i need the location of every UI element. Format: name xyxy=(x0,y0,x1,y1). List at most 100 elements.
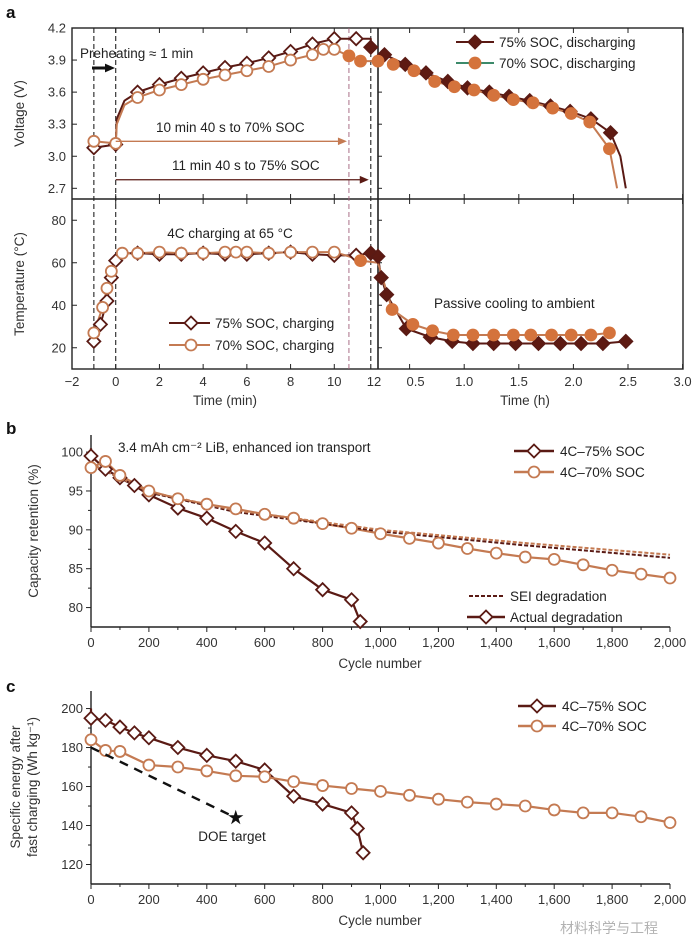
legend-label: 4C–70% SOC xyxy=(560,465,645,480)
ytick-label: 180 xyxy=(61,740,83,755)
ytick-label: 85 xyxy=(69,561,83,576)
legend-label: 75% SOC, charging xyxy=(215,316,334,331)
marker-4c-70-soc xyxy=(316,517,330,531)
ylabel-energy-line2: fast charging (Wh kg⁻¹) xyxy=(25,717,40,857)
legend-label-sei: SEI degradation xyxy=(510,589,607,604)
marker-4c-75-soc xyxy=(141,730,157,746)
marker-70-soc-discharging xyxy=(446,328,460,342)
arrow-preheating-head xyxy=(105,63,115,73)
marker-4c-70-soc xyxy=(576,806,590,820)
marker-4c-70-soc xyxy=(403,531,416,545)
marker-4c-70-soc xyxy=(605,806,619,820)
marker-4c-70-soc xyxy=(489,797,503,811)
ytick-label: 95 xyxy=(69,483,83,498)
marker-4c-70-soc xyxy=(547,552,561,566)
marker-70-soc-charging xyxy=(96,300,109,314)
marker-70-soc-charging xyxy=(131,246,144,260)
marker-4c-75-soc xyxy=(285,788,302,805)
legend-label: 70% SOC, charging xyxy=(215,338,334,353)
xtick-label-min: 12 xyxy=(367,374,381,389)
line-4c-75-soc xyxy=(89,448,362,622)
marker-70-soc-charging xyxy=(153,245,166,259)
panel-label-b: b xyxy=(6,419,16,438)
marker-75-soc-charging xyxy=(348,30,364,47)
marker-75-soc-discharging xyxy=(530,335,547,352)
ytick-label-voltage: 4.2 xyxy=(48,21,66,36)
line-70-soc-discharging xyxy=(392,63,619,189)
marker-4c-70-soc xyxy=(576,558,590,572)
ytick-label-temperature: 20 xyxy=(52,340,66,355)
doe-target-line xyxy=(90,746,237,819)
marker-4c-70-soc xyxy=(287,775,301,789)
marker-4c-75-soc xyxy=(227,753,244,769)
xtick-label: 1,800 xyxy=(596,892,629,907)
xtick-label: 1,600 xyxy=(538,635,571,650)
xtick-label-min: −2 xyxy=(65,374,80,389)
marker-75-soc-discharging xyxy=(595,335,611,352)
ytick-label-voltage: 2.7 xyxy=(48,181,66,196)
marker-70-soc-discharging xyxy=(385,303,399,316)
xtick-label: 1,600 xyxy=(538,892,571,907)
marker-4c-70-soc xyxy=(316,779,330,792)
marker-4c-70-soc xyxy=(489,546,503,560)
ytick-label: 120 xyxy=(61,857,83,872)
marker-4c-70-soc xyxy=(171,492,185,506)
marker-4c-70-soc xyxy=(287,511,301,525)
xtick-label: 0 xyxy=(87,635,94,650)
arrow-to75-head xyxy=(359,175,369,184)
xtick-label: 1,000 xyxy=(364,635,397,650)
ytick-label-voltage: 3.3 xyxy=(48,117,66,132)
marker-75-soc-discharging xyxy=(363,39,379,56)
xtick-label-min: 0 xyxy=(112,374,119,389)
xlabel-time-min: Time (min) xyxy=(193,393,257,408)
marker-75-soc-discharging xyxy=(618,333,634,350)
marker-70-soc-charging xyxy=(306,245,319,259)
marker-4c-75-soc xyxy=(314,581,331,598)
marker-4c-70-soc xyxy=(634,810,648,824)
marker-4c-70-soc xyxy=(229,769,243,783)
marker-70-soc-discharging xyxy=(467,83,481,97)
legend-label: 70% SOC, discharging xyxy=(499,56,636,71)
marker-4c-70-soc xyxy=(374,527,387,541)
marker-70-soc-charging xyxy=(218,245,232,259)
marker-70-soc-charging xyxy=(87,326,101,340)
xtick-label-h: 3.0 xyxy=(674,374,692,389)
legend-label: 4C–75% SOC xyxy=(560,444,645,459)
marker-70-soc-charging xyxy=(284,53,297,67)
line-sei-degradation xyxy=(90,462,671,559)
annotation-to70: 10 min 40 s to 70% SOC xyxy=(156,120,305,135)
marker-4c-70-soc xyxy=(142,758,156,772)
xtick-label: 1,800 xyxy=(596,635,629,650)
marker-70-soc-charging xyxy=(104,264,118,278)
marker-70-soc-discharging xyxy=(603,326,616,340)
xtick-label-h: 2.5 xyxy=(619,374,637,389)
marker-4c-70-soc xyxy=(229,502,243,516)
marker-4c-70-soc xyxy=(403,788,416,802)
legend-label: 4C–75% SOC xyxy=(562,699,647,714)
marker-70-soc-charging xyxy=(316,42,330,56)
marker-4c-75-soc xyxy=(170,739,186,756)
marker-70-soc-charging xyxy=(306,48,319,62)
marker-70-soc-charging xyxy=(262,246,276,260)
panel-label-a: a xyxy=(6,3,16,22)
marker-70-soc-charging xyxy=(327,245,341,259)
annotation-preheating: Preheating ≈ 1 min xyxy=(80,46,193,61)
marker-75-soc-discharging xyxy=(378,286,395,303)
marker-70-soc-charging xyxy=(196,72,210,86)
marker-4c-70-soc xyxy=(518,799,532,813)
legend-label-actual: Actual degradation xyxy=(510,610,623,625)
chart-layer: 2.7 3.0 3.3 3.6 3.9 4.2 20 40 60 80 −2 0 2 4 6 8 10 12 0.5… xyxy=(8,21,692,929)
xtick-label: 0 xyxy=(87,892,94,907)
xtick-label-min: 4 xyxy=(200,374,207,389)
xtick-label: 2,000 xyxy=(654,892,687,907)
marker-70-soc-discharging xyxy=(564,107,578,120)
marker-70-soc-discharging xyxy=(447,80,461,94)
xtick-label: 1,200 xyxy=(422,635,455,650)
marker-4c-70-soc xyxy=(547,803,561,817)
marker-70-soc-charging xyxy=(262,60,276,73)
marker-4c-75-soc xyxy=(343,805,360,821)
xtick-label-h: 0.5 xyxy=(407,374,425,389)
marker-70-soc-discharging xyxy=(386,57,400,71)
xtick-label: 1,000 xyxy=(364,892,397,907)
marker-70-soc-discharging xyxy=(583,115,597,129)
